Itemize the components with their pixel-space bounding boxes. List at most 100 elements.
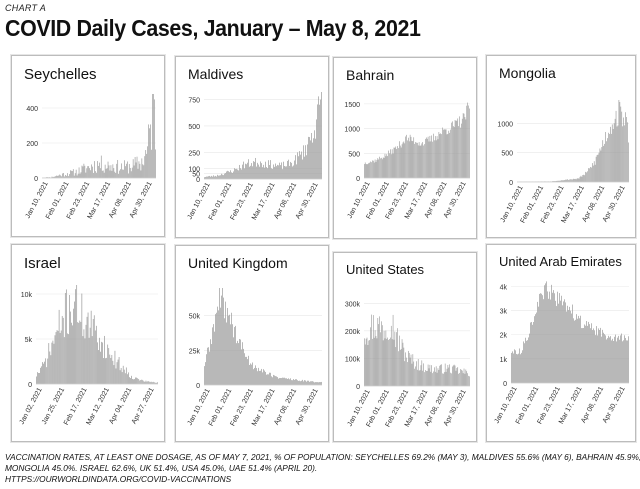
bar-mongolia bbox=[590, 166, 591, 182]
bar-seychelles bbox=[127, 173, 129, 178]
bar-mongolia bbox=[582, 175, 584, 182]
chart-title: United Arab Emirates bbox=[499, 254, 622, 269]
bar-israel bbox=[91, 336, 93, 384]
bar-israel bbox=[95, 325, 97, 384]
bar-bahrain bbox=[440, 133, 441, 178]
bar-united-arab-emirates bbox=[566, 311, 567, 383]
bar-bahrain bbox=[451, 122, 452, 178]
y-tick-label: 750 bbox=[188, 97, 200, 104]
bar-united-arab-emirates bbox=[588, 321, 589, 383]
bar-united-arab-emirates bbox=[628, 336, 629, 383]
bar-united-states bbox=[386, 338, 388, 386]
bar-israel bbox=[92, 318, 94, 384]
bar-seychelles bbox=[100, 155, 102, 178]
bar-united-kingdom bbox=[283, 377, 284, 385]
bar-seychelles bbox=[86, 168, 88, 178]
bar-bahrain bbox=[406, 134, 407, 178]
bar-united-kingdom bbox=[287, 378, 288, 385]
bar-israel bbox=[145, 380, 147, 384]
bar-united-arab-emirates bbox=[585, 325, 586, 383]
bar-united-states bbox=[437, 368, 439, 386]
bar-mongolia bbox=[616, 126, 618, 182]
bar-united-kingdom bbox=[238, 343, 239, 385]
bar-maldives bbox=[236, 168, 237, 179]
bar-bahrain bbox=[459, 116, 460, 178]
bar-seychelles bbox=[128, 164, 130, 178]
bar-israel bbox=[103, 358, 104, 384]
bar-seychelles bbox=[112, 164, 114, 178]
bar-israel bbox=[117, 359, 119, 384]
bar-united-kingdom bbox=[248, 355, 249, 385]
bar-israel bbox=[85, 324, 87, 384]
bar-united-kingdom bbox=[260, 370, 261, 385]
bar-maldives bbox=[290, 161, 291, 179]
x-tick-label: Apr 27, 2021 bbox=[131, 387, 156, 426]
bar-united-arab-emirates bbox=[612, 338, 613, 383]
bar-united-arab-emirates bbox=[538, 306, 539, 383]
bar-mongolia bbox=[565, 179, 567, 182]
bar-maldives bbox=[250, 165, 251, 179]
bar-israel bbox=[46, 367, 48, 384]
bar-israel bbox=[112, 360, 114, 384]
bar-seychelles bbox=[118, 173, 119, 178]
bar-maldives bbox=[292, 166, 293, 179]
bar-united-states bbox=[461, 370, 463, 386]
bar-israel bbox=[93, 315, 95, 384]
bar-united-states bbox=[431, 365, 432, 386]
chart-title: Maldives bbox=[188, 66, 243, 82]
bar-seychelles bbox=[67, 173, 68, 178]
bar-mongolia bbox=[578, 178, 580, 182]
bar-mongolia bbox=[620, 106, 622, 182]
footnote-line-1: VACCINATION RATES, AT LEAST ONE DOSAGE, … bbox=[5, 452, 640, 462]
bar-united-arab-emirates bbox=[601, 336, 602, 383]
bar-seychelles bbox=[155, 149, 156, 178]
bar-israel bbox=[39, 372, 40, 384]
bar-bahrain bbox=[439, 133, 441, 178]
bar-mongolia bbox=[609, 133, 610, 182]
bar-united-arab-emirates bbox=[560, 300, 561, 383]
bar-united-states bbox=[387, 337, 388, 386]
bar-united-arab-emirates bbox=[512, 351, 513, 383]
bar-united-kingdom bbox=[261, 368, 262, 385]
bar-israel bbox=[83, 329, 85, 384]
bar-israel bbox=[54, 335, 56, 384]
bar-israel bbox=[135, 377, 136, 384]
bar-mongolia bbox=[598, 152, 600, 182]
panel-maldives: Maldives 0 50 100 250 500 750 Jan 10, 2021 Feb 0… bbox=[175, 56, 329, 238]
bar-maldives bbox=[243, 161, 244, 179]
bar-united-arab-emirates bbox=[531, 322, 532, 383]
bar-israel bbox=[88, 337, 90, 384]
bar-seychelles bbox=[141, 158, 143, 178]
bar-united-states bbox=[425, 370, 427, 386]
bar-united-kingdom bbox=[244, 353, 245, 385]
bar-united-arab-emirates bbox=[513, 353, 514, 383]
bar-israel bbox=[56, 330, 58, 384]
bar-seychelles bbox=[110, 165, 112, 178]
bar-united-kingdom bbox=[294, 379, 295, 385]
bar-united-kingdom bbox=[272, 377, 273, 385]
bar-united-states bbox=[461, 369, 462, 386]
bar-maldives bbox=[283, 161, 284, 179]
bar-maldives bbox=[260, 161, 261, 179]
bar-maldives bbox=[253, 161, 254, 179]
bar-united-arab-emirates bbox=[580, 315, 581, 383]
bar-united-kingdom bbox=[300, 381, 301, 385]
bar-united-states bbox=[457, 367, 459, 386]
bar-united-kingdom bbox=[228, 315, 229, 385]
bar-seychelles bbox=[75, 169, 77, 178]
bar-united-arab-emirates bbox=[595, 335, 596, 383]
bar-united-kingdom bbox=[276, 376, 277, 385]
bar-united-kingdom bbox=[242, 342, 243, 385]
bar-mongolia bbox=[566, 179, 568, 182]
bar-bahrain bbox=[443, 129, 444, 178]
bar-united-arab-emirates bbox=[598, 328, 599, 383]
bar-seychelles bbox=[120, 169, 121, 178]
bar-united-kingdom bbox=[208, 347, 209, 385]
bar-maldives bbox=[217, 174, 218, 179]
bar-united-arab-emirates bbox=[586, 321, 587, 383]
bar-bahrain bbox=[465, 119, 467, 178]
bar-israel bbox=[97, 342, 98, 384]
bar-united-kingdom bbox=[309, 381, 310, 385]
bar-united-kingdom bbox=[221, 295, 222, 385]
